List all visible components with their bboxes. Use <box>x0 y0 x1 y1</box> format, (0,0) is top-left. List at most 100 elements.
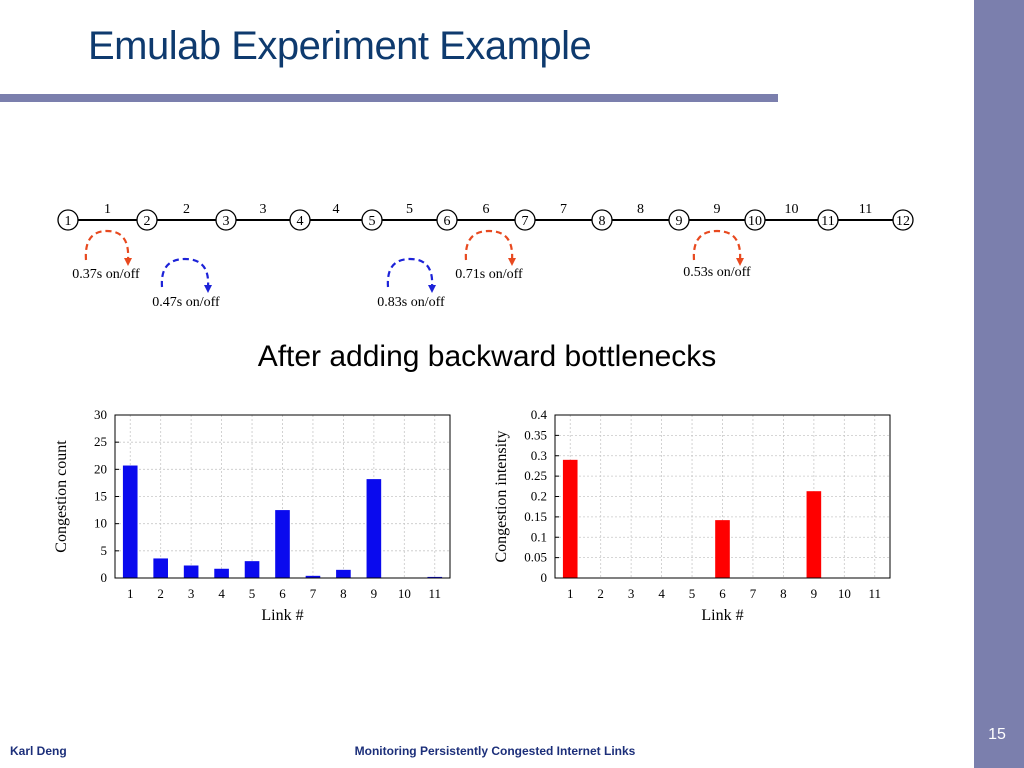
node-label-1: 1 <box>65 214 72 229</box>
link-label-6: 6 <box>483 202 490 217</box>
node-circle-6 <box>436 209 458 231</box>
node-circle-5 <box>361 209 383 231</box>
intensity-chart-xtick-label-10: 10 <box>838 586 851 601</box>
count-chart-bar-6 <box>275 510 290 578</box>
node-label-3: 3 <box>223 214 230 229</box>
node-label-7: 7 <box>522 214 529 229</box>
count-chart-ytick-label-4: 20 <box>94 461 107 476</box>
count-chart-bar-4 <box>214 568 229 578</box>
flow-arc-5 <box>692 229 742 261</box>
flow-label-2: 0.47s on/off <box>152 295 220 310</box>
intensity-chart-xtick-label-1: 1 <box>567 586 574 601</box>
node-label-6: 6 <box>444 214 451 229</box>
link-label-2: 2 <box>183 202 190 217</box>
intensity-chart-ytick-label-6: 0.3 <box>531 448 547 463</box>
footer-title: Monitoring Persistently Congested Intern… <box>354 744 636 758</box>
count-chart-ytick-label-3: 15 <box>94 489 107 504</box>
count-chart-xtick-label-7: 7 <box>310 586 317 601</box>
intensity-chart-ytick-label-1: 0.05 <box>524 550 547 565</box>
count-chart-bar-5 <box>244 561 260 578</box>
count-chart-bar-2 <box>153 558 168 578</box>
node-label-10: 10 <box>748 214 762 229</box>
intensity-chart-xtick-label-2: 2 <box>597 586 604 601</box>
link-label-11: 11 <box>859 202 872 217</box>
flow-arrowhead-4 <box>508 258 516 266</box>
link-label-1: 1 <box>104 202 111 217</box>
slide-title: Emulab Experiment Example <box>88 24 592 68</box>
node-circle-10 <box>744 209 766 231</box>
node-circle-2 <box>136 209 158 231</box>
link-label-8: 8 <box>637 202 644 217</box>
count-chart-ytick-label-2: 10 <box>94 516 107 531</box>
count-chart-bar-8 <box>336 569 351 578</box>
count-chart-xtick-label-4: 4 <box>218 586 225 601</box>
count-chart-xtick-label-1: 1 <box>127 586 133 601</box>
intensity-chart-bar-9 <box>806 491 822 578</box>
count-chart-bar-1 <box>122 465 138 578</box>
flow-arrowhead-3 <box>428 285 436 293</box>
count-chart-xtick-label-10: 10 <box>398 586 411 601</box>
count-chart-bar-3 <box>183 565 199 578</box>
flow-arc-3 <box>386 257 434 288</box>
intensity-chart-ytick-label-2: 0.1 <box>531 529 547 544</box>
flow-label-1: 0.37s on/off <box>72 267 140 282</box>
slide-number: 15 <box>988 726 1006 743</box>
node-circle-12 <box>892 209 914 231</box>
link-label-3: 3 <box>260 202 267 217</box>
count-chart-bar-9 <box>366 479 382 578</box>
slide-subtitle: After adding backward bottlenecks <box>257 340 717 373</box>
node-circle-9 <box>668 209 690 231</box>
link-label-7: 7 <box>560 202 567 217</box>
intensity-chart-xtick-label-3: 3 <box>628 586 635 601</box>
count-chart-ytick-label-5: 25 <box>94 434 107 449</box>
intensity-chart-xtick-label-7: 7 <box>750 586 757 601</box>
count-chart-xtick-label-9: 9 <box>371 586 378 601</box>
flow-arrowhead-5 <box>736 258 744 266</box>
flow-arrowhead-2 <box>204 285 212 293</box>
intensity-chart-xtick-label-11: 11 <box>869 586 882 601</box>
node-circle-7 <box>514 209 536 231</box>
intensity-chart-ytick-label-8: 0.4 <box>531 407 548 422</box>
count-chart-ytick-label-0: 0 <box>101 570 108 585</box>
node-label-4: 4 <box>297 214 304 229</box>
count-chart-xtick-label-3: 3 <box>188 586 195 601</box>
link-label-10: 10 <box>785 202 799 217</box>
intensity-chart-ytick-label-5: 0.25 <box>524 468 547 483</box>
count-chart-xtick-label-5: 5 <box>249 586 256 601</box>
flow-arc-4 <box>464 229 514 261</box>
intensity-chart-xtick-label-5: 5 <box>689 586 696 601</box>
count-chart-ytick-label-1: 5 <box>101 543 108 558</box>
node-label-11: 11 <box>821 214 834 229</box>
count-chart-xtick-label-6: 6 <box>279 586 286 601</box>
congestion-intensity-chart: 0 0.05 0.1 0.15 0.2 0.25 0.3 0.35 0.4 1 2 3 4 5 6 7 8 9 10… <box>493 407 891 624</box>
title-divider <box>0 94 778 102</box>
intensity-chart-xtick-label-4: 4 <box>658 586 665 601</box>
count-chart-y-axis-title: Congestion count <box>53 440 70 553</box>
intensity-chart-ytick-label-4: 0.2 <box>531 489 547 504</box>
count-chart-xtick-label-11: 11 <box>429 586 442 601</box>
flow-arc-2 <box>160 257 210 288</box>
intensity-chart-y-axis-title: Congestion intensity <box>493 431 510 563</box>
node-label-2: 2 <box>144 214 151 229</box>
node-label-5: 5 <box>369 214 376 229</box>
link-label-9: 9 <box>714 202 721 217</box>
node-label-9: 9 <box>676 214 683 229</box>
intensity-chart-bar-1 <box>562 459 578 578</box>
link-label-4: 4 <box>333 202 340 217</box>
count-chart-xtick-label-2: 2 <box>157 586 164 601</box>
node-label-8: 8 <box>599 214 606 229</box>
link-label-5: 5 <box>406 202 413 217</box>
intensity-chart-x-axis-title: Link # <box>701 607 743 624</box>
count-chart-x-axis-title: Link # <box>261 607 303 624</box>
intensity-chart-xtick-label-8: 8 <box>780 586 787 601</box>
intensity-chart-xtick-label-6: 6 <box>719 586 726 601</box>
node-circle-11 <box>817 209 839 231</box>
congestion-count-chart: 0 5 10 15 20 25 30 1 2 3 4 5 6 7 8 9 10 11 Link # Congestio… <box>53 407 451 624</box>
intensity-chart-ytick-label-3: 0.15 <box>524 509 547 524</box>
count-chart-bar-7 <box>305 575 321 578</box>
node-circle-1 <box>57 209 79 231</box>
count-chart-bar-11 <box>427 576 443 578</box>
node-circle-3 <box>215 209 237 231</box>
flow-arc-1 <box>84 229 130 261</box>
node-circle-4 <box>289 209 311 231</box>
